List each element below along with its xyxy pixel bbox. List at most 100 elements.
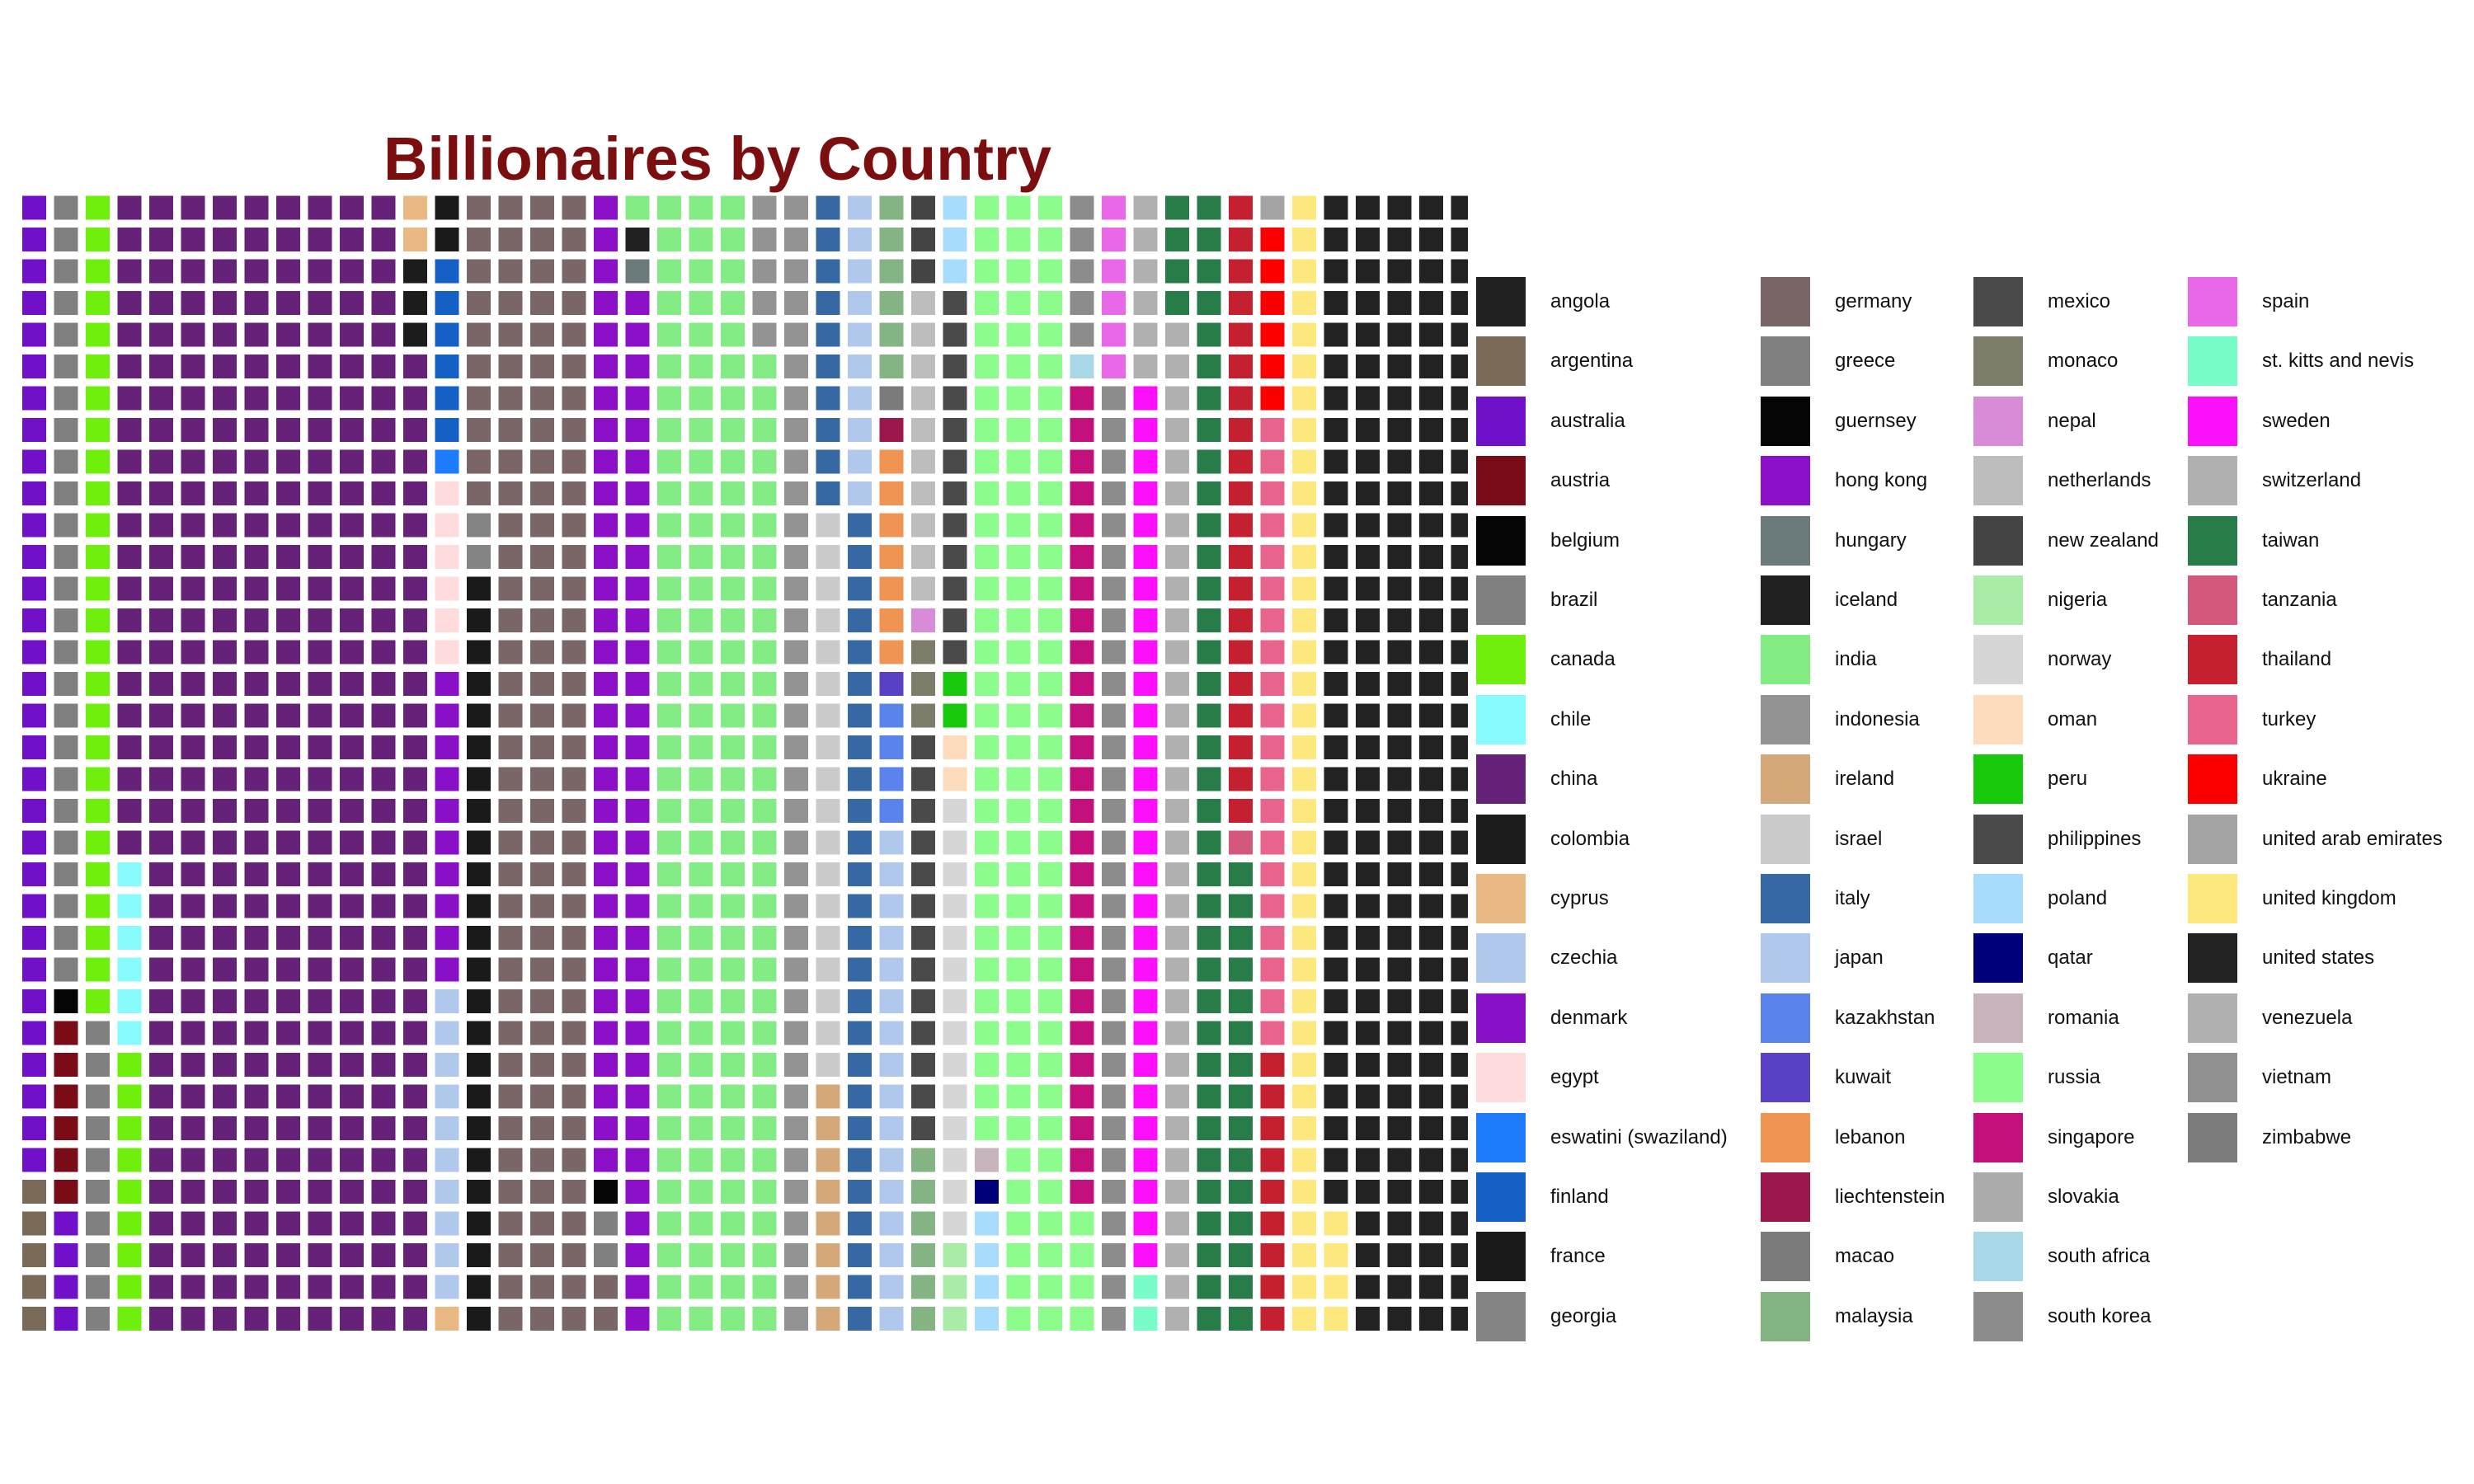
waffle-cell: [149, 894, 173, 918]
waffle-cell: [403, 1116, 427, 1140]
legend-swatch: [1973, 396, 2023, 446]
waffle-cell: [1419, 1243, 1443, 1267]
waffle-cell: [308, 1275, 332, 1299]
waffle-cell: [625, 957, 650, 982]
waffle-cell: [1387, 1116, 1412, 1140]
waffle-cell: [435, 1180, 459, 1204]
waffle-cell: [911, 735, 935, 759]
waffle-cell: [1324, 767, 1348, 791]
waffle-cell: [1356, 735, 1380, 759]
legend-label: colombia: [1550, 827, 1630, 850]
waffle-cell: [340, 322, 364, 347]
waffle-cell: [435, 862, 459, 886]
legend-label: romania: [2048, 1006, 2119, 1029]
waffle-cell: [213, 576, 237, 601]
waffle-cell: [752, 1084, 777, 1109]
waffle-cell: [1260, 386, 1285, 411]
waffle-cell: [371, 1116, 396, 1140]
legend-label: st. kitts and nevis: [2262, 350, 2415, 373]
waffle-cell: [1292, 1180, 1316, 1204]
waffle-cell: [117, 481, 142, 505]
waffle-cell: [340, 1307, 364, 1331]
waffle-cell: [54, 926, 78, 950]
waffle-cell: [498, 640, 523, 665]
waffle-cell: [1165, 1211, 1189, 1236]
waffle-cell: [1387, 386, 1412, 411]
waffle-cell: [498, 862, 523, 886]
waffle-cell: [340, 1148, 364, 1172]
waffle-cell: [975, 449, 999, 474]
waffle-cell: [1356, 322, 1380, 347]
waffle-cell: [879, 322, 904, 347]
waffle-cell: [1229, 894, 1253, 918]
waffle-cell: [1387, 418, 1412, 442]
waffle-cell: [943, 1053, 967, 1077]
legend-swatch: [1973, 993, 2023, 1043]
waffle-cell: [244, 576, 269, 601]
waffle-cell: [530, 989, 554, 1013]
waffle-cell: [244, 259, 269, 284]
waffle-cell: [594, 1084, 618, 1109]
waffle-cell: [467, 1307, 491, 1331]
waffle-cell: [530, 291, 554, 315]
waffle-cell: [86, 228, 110, 251]
waffle-cell: [467, 449, 491, 474]
legend-label: turkey: [2262, 707, 2316, 730]
waffle-cell: [1260, 894, 1285, 918]
waffle-cell: [213, 228, 237, 251]
waffle-cell: [1197, 1053, 1221, 1077]
waffle-cell: [435, 1275, 459, 1299]
waffle-cell: [244, 989, 269, 1013]
waffle-cell: [244, 513, 269, 538]
waffle-cell: [1451, 1180, 1468, 1204]
waffle-cell: [117, 957, 142, 982]
waffle-cell: [86, 1275, 110, 1299]
waffle-cell: [562, 481, 586, 505]
waffle-cell: [340, 767, 364, 791]
waffle-cell: [1070, 513, 1094, 538]
waffle-cell: [1006, 672, 1031, 696]
legend-swatch: [1761, 575, 1810, 625]
waffle-cell: [911, 545, 935, 569]
waffle-cell: [689, 926, 713, 950]
waffle-cell: [562, 640, 586, 665]
waffle-cell: [403, 418, 427, 442]
waffle-cell: [371, 703, 396, 728]
waffle-cell: [530, 957, 554, 982]
waffle-cell: [1070, 576, 1094, 601]
waffle-cell: [1102, 576, 1126, 601]
waffle-cell: [117, 1148, 142, 1172]
waffle-cell: [276, 672, 300, 696]
waffle-cell: [213, 703, 237, 728]
waffle-cell: [498, 1307, 523, 1331]
waffle-cell: [1324, 830, 1348, 855]
waffle-cell: [1451, 608, 1468, 632]
waffle-cell: [371, 1275, 396, 1299]
waffle-cell: [22, 830, 46, 855]
waffle-cell: [1038, 672, 1062, 696]
waffle-cell: [1038, 386, 1062, 411]
legend-label: mexico: [2048, 290, 2111, 312]
waffle-cell: [244, 1053, 269, 1077]
waffle-cell: [1419, 576, 1443, 601]
waffle-cell: [308, 228, 332, 251]
waffle-cell: [213, 449, 237, 474]
waffle-cell: [530, 640, 554, 665]
waffle-cell: [943, 767, 967, 791]
waffle-cell: [848, 576, 872, 601]
legend-swatch: [1761, 933, 1810, 984]
waffle-cell: [625, 355, 650, 378]
waffle-cell: [340, 1021, 364, 1045]
waffle-cell: [879, 1211, 904, 1236]
waffle-cell: [467, 608, 491, 632]
waffle-cell: [1038, 1053, 1062, 1077]
waffle-cell: [1133, 355, 1158, 378]
waffle-cell: [721, 545, 745, 569]
waffle-cell: [213, 513, 237, 538]
waffle-cell: [657, 1116, 681, 1140]
waffle-cell: [1324, 1116, 1348, 1140]
waffle-cell: [213, 989, 237, 1013]
waffle-cell: [752, 418, 777, 442]
waffle-cell: [1070, 767, 1094, 791]
waffle-cell: [1324, 672, 1348, 696]
